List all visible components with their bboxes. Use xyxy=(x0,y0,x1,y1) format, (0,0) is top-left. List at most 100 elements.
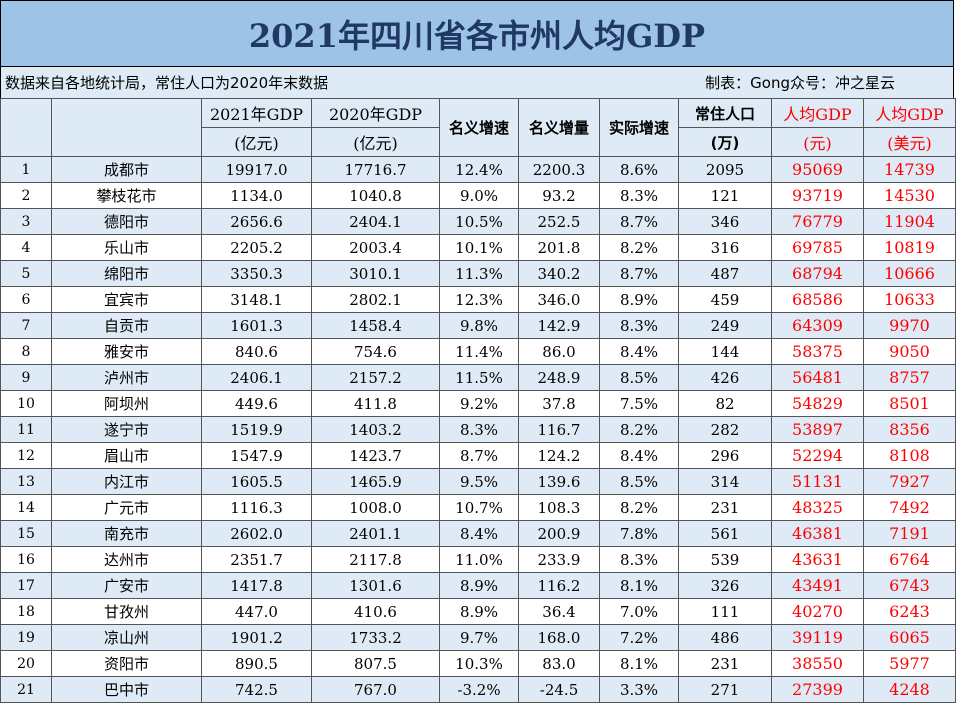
per-capita-gdp-usd-cell: 9050 xyxy=(863,338,956,365)
per-capita-gdp-usd-cell: 6743 xyxy=(863,572,956,599)
page-title: 2021年四川省各市州人均GDP xyxy=(0,0,954,67)
row-index-cell: 5 xyxy=(0,260,52,287)
per-capita-gdp-cny-cell: 93719 xyxy=(771,182,864,209)
gdp-2020-cell: 1403.2 xyxy=(311,416,440,443)
table-row: 3 德阳市 2656.6 2404.1 10.5% 252.5 8.7% 346 76779 11… xyxy=(0,208,956,235)
gdp-2021-cell: 840.6 xyxy=(201,338,312,365)
gdp-2021-cell: 2205.2 xyxy=(201,234,312,261)
population-cell: 426 xyxy=(678,364,772,391)
per-capita-gdp-usd-cell: 8501 xyxy=(863,390,956,417)
gdp-2021-cell: 1519.9 xyxy=(201,416,312,443)
nominal-increase-cell: 168.0 xyxy=(518,624,600,651)
gdp-2021-cell: 890.5 xyxy=(201,650,312,677)
gdp-2020-cell: 1008.0 xyxy=(311,494,440,521)
author-note: 制表：Gong众号：冲之星云 xyxy=(705,74,895,92)
per-capita-gdp-cny-cell: 64309 xyxy=(771,312,864,339)
nominal-growth-cell: 8.9% xyxy=(439,572,519,599)
gdp-2021-cell: 3148.1 xyxy=(201,286,312,313)
gdp-2021-cell: 449.6 xyxy=(201,390,312,417)
per-capita-gdp-usd-cell: 7492 xyxy=(863,494,956,521)
per-capita-gdp-cny-cell: 95069 xyxy=(771,156,864,183)
gdp-2020-cell: 1301.6 xyxy=(311,572,440,599)
per-capita-gdp-usd-cell: 9970 xyxy=(863,312,956,339)
nominal-growth-cell: 8.3% xyxy=(439,416,519,443)
real-growth-cell: 8.3% xyxy=(599,182,679,209)
header-population-line2: (万) xyxy=(678,127,772,157)
real-growth-cell: 8.1% xyxy=(599,650,679,677)
gdp-2020-cell: 2117.8 xyxy=(311,546,440,573)
table-row: 5 绵阳市 3350.3 3010.1 11.3% 340.2 8.7% 487 68794 10… xyxy=(0,260,956,287)
per-capita-gdp-cny-cell: 69785 xyxy=(771,234,864,261)
gdp-2020-cell: 1465.9 xyxy=(311,468,440,495)
table-row: 4 乐山市 2205.2 2003.4 10.1% 201.8 8.2% 316 69785 10… xyxy=(0,234,956,261)
real-growth-cell: 8.6% xyxy=(599,156,679,183)
row-index-cell: 9 xyxy=(0,364,52,391)
gdp-2020-cell: 2404.1 xyxy=(311,208,440,235)
city-name-cell: 德阳市 xyxy=(51,208,202,235)
header-per-capita-usd-line2: (美元) xyxy=(863,127,956,157)
nominal-increase-cell: 108.3 xyxy=(518,494,600,521)
per-capita-gdp-usd-cell: 10666 xyxy=(863,260,956,287)
per-capita-gdp-cny-cell: 68794 xyxy=(771,260,864,287)
table-row: 14 广元市 1116.3 1008.0 10.7% 108.3 8.2% 231 48325 7… xyxy=(0,494,956,521)
table-row: 20 资阳市 890.5 807.5 10.3% 83.0 8.1% 231 38550 5977 xyxy=(0,650,956,677)
per-capita-gdp-cny-cell: 51131 xyxy=(771,468,864,495)
table-row: 10 阿坝州 449.6 411.8 9.2% 37.8 7.5% 82 54829 8501 xyxy=(0,390,956,417)
population-cell: 539 xyxy=(678,546,772,573)
city-name-cell: 宜宾市 xyxy=(51,286,202,313)
nominal-growth-cell: 8.4% xyxy=(439,520,519,547)
header-index xyxy=(0,98,52,157)
nominal-increase-cell: 86.0 xyxy=(518,338,600,365)
per-capita-gdp-cny-cell: 27399 xyxy=(771,676,864,703)
real-growth-cell: 8.2% xyxy=(599,494,679,521)
row-index-cell: 7 xyxy=(0,312,52,339)
table-row: 7 自贡市 1601.3 1458.4 9.8% 142.9 8.3% 249 64309 997… xyxy=(0,312,956,339)
header-nominal-increase: 名义增量 xyxy=(518,98,600,157)
row-index-cell: 11 xyxy=(0,416,52,443)
population-cell: 121 xyxy=(678,182,772,209)
nominal-growth-cell: 10.3% xyxy=(439,650,519,677)
real-growth-cell: 7.5% xyxy=(599,390,679,417)
table-row: 18 甘孜州 447.0 410.6 8.9% 36.4 7.0% 111 40270 6243 xyxy=(0,598,956,625)
gdp-2021-cell: 2656.6 xyxy=(201,208,312,235)
row-index-cell: 3 xyxy=(0,208,52,235)
real-growth-cell: 3.3% xyxy=(599,676,679,703)
row-index-cell: 13 xyxy=(0,468,52,495)
real-growth-cell: 8.7% xyxy=(599,260,679,287)
header-gdp2021-line2: (亿元) xyxy=(201,127,312,157)
real-growth-cell: 8.9% xyxy=(599,286,679,313)
row-index-cell: 17 xyxy=(0,572,52,599)
nominal-growth-cell: 11.4% xyxy=(439,338,519,365)
real-growth-cell: 8.4% xyxy=(599,338,679,365)
real-growth-cell: 8.1% xyxy=(599,572,679,599)
table-row: 19 凉山州 1901.2 1733.2 9.7% 168.0 7.2% 486 39119 60… xyxy=(0,624,956,651)
population-cell: 296 xyxy=(678,442,772,469)
gdp-2021-cell: 742.5 xyxy=(201,676,312,703)
nominal-increase-cell: 116.7 xyxy=(518,416,600,443)
nominal-growth-cell: 8.7% xyxy=(439,442,519,469)
per-capita-gdp-cny-cell: 48325 xyxy=(771,494,864,521)
city-name-cell: 凉山州 xyxy=(51,624,202,651)
nominal-increase-cell: 233.9 xyxy=(518,546,600,573)
nominal-growth-cell: 9.7% xyxy=(439,624,519,651)
nominal-increase-cell: 201.8 xyxy=(518,234,600,261)
gdp-2020-cell: 411.8 xyxy=(311,390,440,417)
row-index-cell: 16 xyxy=(0,546,52,573)
gdp-2020-cell: 767.0 xyxy=(311,676,440,703)
city-name-cell: 资阳市 xyxy=(51,650,202,677)
gdp-2021-cell: 2406.1 xyxy=(201,364,312,391)
table-row: 11 遂宁市 1519.9 1403.2 8.3% 116.7 8.2% 282 53897 83… xyxy=(0,416,956,443)
nominal-growth-cell: 9.5% xyxy=(439,468,519,495)
nominal-increase-cell: 139.6 xyxy=(518,468,600,495)
population-cell: 111 xyxy=(678,598,772,625)
gdp-2020-cell: 410.6 xyxy=(311,598,440,625)
nominal-growth-cell: -3.2% xyxy=(439,676,519,703)
row-index-cell: 15 xyxy=(0,520,52,547)
nominal-growth-cell: 8.9% xyxy=(439,598,519,625)
table-row: 8 雅安市 840.6 754.6 11.4% 86.0 8.4% 144 58375 9050 xyxy=(0,338,956,365)
city-name-cell: 雅安市 xyxy=(51,338,202,365)
population-cell: 459 xyxy=(678,286,772,313)
nominal-increase-cell: 124.2 xyxy=(518,442,600,469)
nominal-growth-cell: 9.8% xyxy=(439,312,519,339)
nominal-increase-cell: 142.9 xyxy=(518,312,600,339)
